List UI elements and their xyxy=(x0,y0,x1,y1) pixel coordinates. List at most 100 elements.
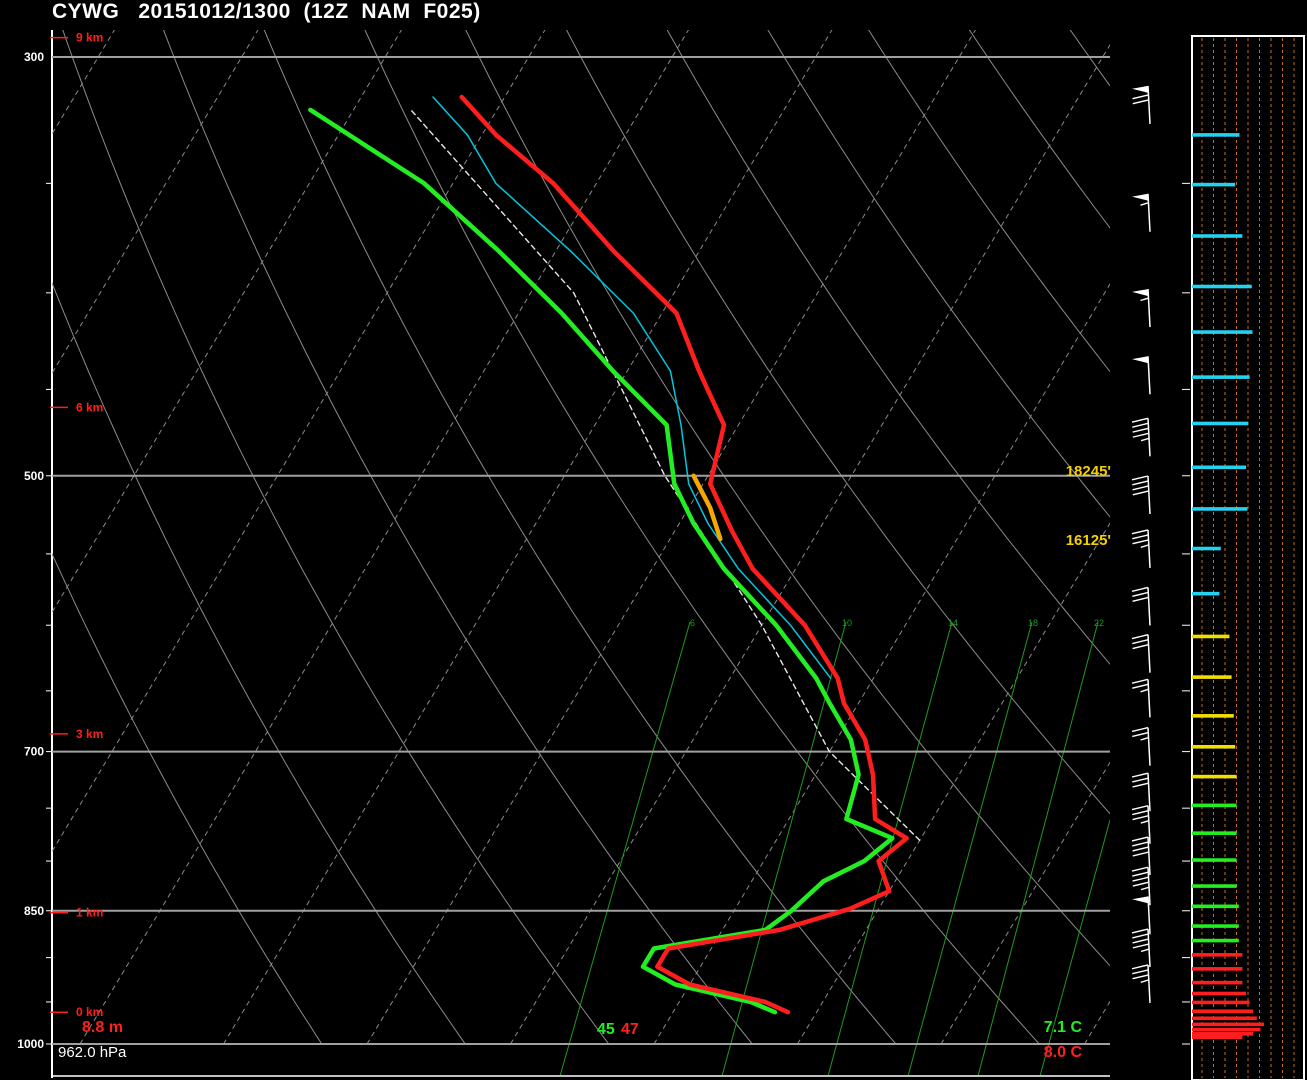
isotherm-line xyxy=(510,43,1110,1045)
height-label: 0 km xyxy=(76,1005,103,1019)
mixing-ratio-line xyxy=(977,621,1099,1075)
profile-bar xyxy=(1192,714,1234,718)
dry-adiabat-line xyxy=(364,30,1040,1045)
height-label: 9 km xyxy=(76,31,103,45)
wind-barb xyxy=(1131,678,1151,718)
profile-bar xyxy=(1192,953,1243,957)
profile-bar xyxy=(1192,675,1232,679)
isotherm-line xyxy=(653,283,1110,1045)
isotherm-line xyxy=(366,30,976,1045)
height-label: 1 km xyxy=(76,906,103,920)
dry-adiabat-line xyxy=(62,30,610,1045)
profile-bar xyxy=(1192,774,1237,779)
dry-adiabat-line xyxy=(767,30,1110,518)
isotherm-line xyxy=(223,30,833,1045)
profile-bar xyxy=(1192,421,1249,426)
profile-bar xyxy=(1192,182,1236,187)
dry-adiabat-line xyxy=(565,30,1110,815)
sounding-traces xyxy=(308,94,921,1015)
profile-bar xyxy=(1192,1009,1254,1014)
wind-barb xyxy=(1131,586,1151,626)
parcel-trace xyxy=(410,109,921,841)
isobars xyxy=(52,56,1110,1045)
profile-bar xyxy=(1192,938,1239,943)
mixing-ratio-label: 18 xyxy=(1028,618,1038,628)
profile-bar xyxy=(1192,1016,1257,1021)
dry-adiabat-line xyxy=(1249,0,1307,1044)
lcl-segment-trace xyxy=(691,473,723,542)
profile-bar xyxy=(1192,133,1240,137)
pressure-tick-label: 850 xyxy=(24,904,44,918)
profile-bar xyxy=(1192,744,1236,749)
mixing-ratio-line xyxy=(721,621,847,1075)
pressure-tick-label: 700 xyxy=(24,745,44,759)
wind-barb xyxy=(1132,896,1151,935)
surface-temperature-f: 47 xyxy=(621,1021,639,1038)
temperature-trace xyxy=(459,94,909,1015)
profile-bar xyxy=(1192,330,1253,334)
profile-bar xyxy=(1192,967,1243,971)
profile-bar xyxy=(1192,884,1237,888)
mixing-ratio-label: 22 xyxy=(1094,618,1104,628)
profile-bar xyxy=(1192,904,1239,909)
profile-bar xyxy=(1192,1035,1243,1040)
profile-bar xyxy=(1192,1027,1261,1032)
profile-bar xyxy=(1192,803,1237,808)
profile-panel xyxy=(1192,38,1295,1078)
isotherm-line xyxy=(797,522,1110,1045)
surface-height-label: 8.8 m xyxy=(82,1019,123,1036)
profile-bar xyxy=(1192,634,1230,639)
wind-barb xyxy=(1131,529,1151,568)
wind-barb xyxy=(1132,193,1151,232)
height-markers: 9 km 6 km 3 km 1 km 0 km xyxy=(50,31,103,1019)
chart-title: CYWG 20151012/1300 (12Z NAM F025) xyxy=(52,0,481,23)
surface-pressure-label: 962.0 hPa xyxy=(58,1044,127,1061)
mixing-ratio-lines xyxy=(559,621,1110,1075)
profile-bar xyxy=(1192,507,1248,511)
isotherms xyxy=(52,30,1110,1045)
dry-adiabat-line xyxy=(1069,30,1110,87)
wind-barb xyxy=(1131,772,1151,812)
dry-adiabats xyxy=(52,0,1307,1045)
wind-barb xyxy=(1131,866,1151,906)
profile-bar xyxy=(1192,858,1237,862)
dry-adiabat-line xyxy=(868,30,1110,373)
mixing-ratio-line xyxy=(1039,819,1110,1075)
profile-bar xyxy=(1192,924,1239,928)
isotherm-line xyxy=(52,30,402,614)
wind-barb xyxy=(1132,85,1151,124)
dry-adiabat-line xyxy=(162,30,753,1045)
level-label-16125: 16125' xyxy=(1066,532,1111,549)
wind-barb xyxy=(1131,805,1151,844)
profile-bar xyxy=(1192,1000,1250,1005)
height-label: 6 km xyxy=(76,400,103,414)
profile-bar xyxy=(1192,831,1237,835)
wind-barb xyxy=(1131,836,1151,876)
surface-dewpoint-label: 7.1 C xyxy=(1044,1019,1083,1036)
pressure-tick-label: 1000 xyxy=(17,1037,44,1051)
pressure-tick-label: 500 xyxy=(24,469,44,483)
profile-panel-frame xyxy=(1191,35,1305,1080)
wind-barbs xyxy=(1131,85,1151,1003)
profile-bar xyxy=(1192,1032,1254,1036)
profile-bar xyxy=(1192,1022,1264,1027)
wind-barb xyxy=(1131,964,1151,1003)
surface-temperature-label: 8.0 C xyxy=(1044,1044,1083,1061)
profile-bar xyxy=(1192,980,1243,985)
dewpoint-trace xyxy=(308,107,895,1015)
profile-bar xyxy=(1192,546,1221,551)
wind-barb xyxy=(1132,289,1151,328)
profile-bar xyxy=(1192,465,1246,470)
dry-adiabat-line xyxy=(666,30,1110,665)
mixing-ratio-label: 14 xyxy=(948,618,958,628)
dry-adiabat-line xyxy=(968,30,1110,229)
mixing-ratio-label: 6 xyxy=(690,618,695,628)
profile-bar xyxy=(1192,284,1252,289)
mixing-ratio-line xyxy=(559,621,691,1075)
dry-adiabat-line xyxy=(52,281,466,1045)
mixing-ratio-labels: 6 10 14 18 22 xyxy=(690,618,1104,628)
level-label-18245: 18245' xyxy=(1066,463,1111,480)
profile-bar xyxy=(1192,991,1246,996)
pressure-tick-label: 300 xyxy=(24,50,44,64)
